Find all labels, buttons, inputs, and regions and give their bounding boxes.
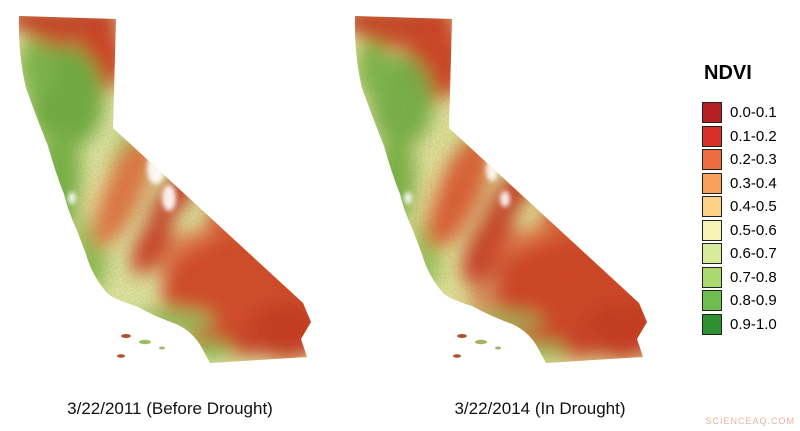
watermark: SCIENCEAQ.COM <box>705 416 795 426</box>
legend-swatch <box>702 196 722 218</box>
legend-label: 0.9-1.0 <box>730 315 777 333</box>
caption-before-drought: 3/22/2011 (Before Drought) <box>67 399 273 418</box>
legend-swatch <box>702 313 722 335</box>
legend-label: 0.0-0.1 <box>730 104 777 122</box>
legend-swatch <box>702 172 722 194</box>
ndvi-raster-2014 <box>354 16 648 363</box>
legend-label: 0.6-0.7 <box>730 245 777 263</box>
legend-swatch <box>702 243 722 265</box>
legend-swatch <box>702 266 722 288</box>
channel-islands <box>117 334 165 358</box>
legend-item: 0.7-0.8 <box>702 266 777 290</box>
california-ndvi-map-before-drought <box>18 16 312 363</box>
ndvi-raster-2011 <box>18 16 312 363</box>
legend-item: 0.1-0.2 <box>702 125 777 149</box>
legend-label: 0.2-0.3 <box>730 151 777 169</box>
legend-label: 0.8-0.9 <box>730 292 777 310</box>
legend-item: 0.5-0.6 <box>702 219 777 243</box>
legend-item: 0.9-1.0 <box>702 313 777 337</box>
legend-swatch <box>702 219 722 241</box>
legend-item: 0.2-0.3 <box>702 148 777 172</box>
legend-swatch <box>702 149 722 171</box>
legend-items: 0.0-0.1 0.1-0.2 0.2-0.3 0.3-0.4 0.4-0.5 0.5-0… <box>702 101 777 336</box>
legend-item: 0.4-0.5 <box>702 195 777 219</box>
legend-item: 0.8-0.9 <box>702 289 777 313</box>
legend-label: 0.3-0.4 <box>730 174 777 192</box>
legend-item: 0.6-0.7 <box>702 242 777 266</box>
legend-swatch <box>702 102 722 124</box>
legend-title: NDVI <box>704 62 752 84</box>
legend-label: 0.1-0.2 <box>730 127 777 145</box>
legend-item: 0.0-0.1 <box>702 101 777 125</box>
legend-swatch <box>702 290 722 312</box>
ndvi-legend: NDVI 0.0-0.1 0.1-0.2 0.2-0.3 0.3-0.4 0.4-0.5… <box>702 62 777 336</box>
legend-label: 0.5-0.6 <box>730 221 777 239</box>
channel-islands <box>453 334 501 358</box>
caption-in-drought: 3/22/2014 (In Drought) <box>454 399 626 418</box>
california-ndvi-map-in-drought <box>354 16 648 363</box>
legend-label: 0.4-0.5 <box>730 198 777 216</box>
legend-label: 0.7-0.8 <box>730 268 777 286</box>
legend-item: 0.3-0.4 <box>702 172 777 196</box>
legend-swatch <box>702 125 722 147</box>
